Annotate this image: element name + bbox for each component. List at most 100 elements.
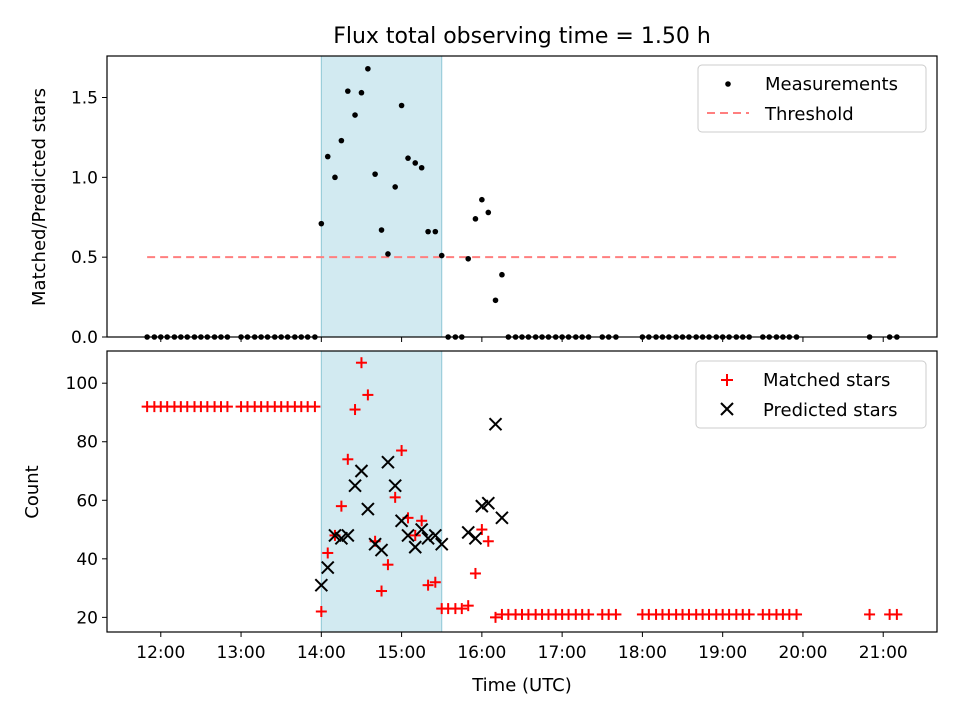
x-tick-label: 15:00	[377, 643, 426, 663]
matched-star-point	[342, 453, 354, 465]
matched-star-point	[355, 357, 367, 369]
bottom-shaded-span	[320, 351, 443, 632]
predicted-star-point	[348, 478, 362, 493]
predicted-star-stroke-b	[374, 543, 389, 557]
top-y-axis-label: Matched/Predicted stars	[29, 88, 50, 306]
predicted-stars-layer	[314, 417, 509, 592]
predicted-star-stroke-b	[468, 531, 483, 546]
bottom-legend: Matched stars Predicted stars	[695, 360, 927, 429]
x-tick-label: 13:00	[217, 643, 266, 663]
measurement-point	[385, 251, 391, 257]
top-x-axis-ticks	[160, 337, 884, 342]
matched-star-point	[482, 535, 494, 547]
top-y-axis-ticks: 0.0 0.5 1.0 1.5	[71, 89, 107, 348]
matched-star-point	[864, 608, 876, 620]
predicted-star-point	[435, 537, 449, 551]
predicted-star-stroke-b	[388, 478, 402, 493]
measurement-point	[324, 153, 331, 160]
matched-star-point	[376, 585, 388, 597]
matched-star-point	[389, 491, 401, 503]
legend-measurements-label: Measurements	[765, 74, 898, 95]
x-tick-label: 18:00	[618, 643, 667, 663]
bottom-y-axis-label: Count	[22, 465, 43, 518]
measurement-point	[398, 102, 405, 109]
legend-matched-label: Matched stars	[763, 370, 890, 391]
observing-window-span	[321, 56, 442, 337]
predicted-star-stroke-b	[328, 528, 342, 543]
matched-star-point	[221, 401, 233, 413]
measurement-point	[412, 160, 419, 166]
measurement-point	[318, 220, 325, 227]
matched-star-point	[315, 606, 327, 618]
chart-title: Flux total observing time = 1.50 h	[333, 24, 711, 49]
predicted-star-point	[414, 522, 429, 537]
predicted-star-stroke-b	[354, 464, 369, 478]
top-y-tick-label: 1.5	[71, 89, 98, 109]
top-panel: 0.0 0.5 1.0 1.5 Matched/Predicted stars Mea…	[29, 55, 938, 348]
measurement-point	[352, 112, 358, 118]
bottom-axes-frame	[106, 350, 938, 633]
predicted-star-point	[354, 464, 369, 478]
predicted-star-point	[488, 417, 503, 431]
measurement-point	[499, 271, 505, 278]
matched-star-point	[496, 608, 508, 620]
measurement-point	[438, 252, 445, 259]
bottom-y-tick-label: 40	[76, 550, 98, 570]
bottom-y-tick-label: 60	[76, 491, 98, 511]
predicted-star-stroke-b	[368, 537, 382, 551]
predicted-star-stroke-b	[495, 511, 509, 525]
matched-star-point	[469, 567, 481, 579]
matched-star-point	[610, 608, 622, 620]
predicted-star-point	[468, 531, 483, 546]
predicted-star-stroke-b	[348, 478, 362, 493]
top-y-tick-label: 1.0	[71, 168, 98, 188]
predicted-star-stroke-b	[381, 455, 395, 469]
matched-star-point	[791, 608, 803, 620]
predicted-star-stroke-b	[435, 537, 449, 551]
predicted-star-stroke-b	[401, 528, 415, 543]
measurement-point	[332, 174, 338, 181]
matched-star-point	[382, 559, 394, 571]
matched-star-point	[396, 445, 408, 457]
predicted-star-stroke-b	[488, 417, 503, 431]
top-axes-frame	[106, 55, 938, 338]
measurement-point	[338, 137, 345, 144]
predicted-star-stroke-b	[394, 514, 409, 528]
top-legend: Measurements Threshold	[697, 64, 927, 133]
predicted-star-point	[341, 528, 355, 543]
matched-star-point	[490, 611, 502, 623]
top-y-tick-label: 0.0	[71, 328, 98, 348]
measurement-point	[405, 155, 411, 161]
x-tick-label: 16:00	[457, 643, 506, 663]
measurement-point	[418, 164, 425, 171]
predicted-star-stroke-b	[421, 531, 435, 546]
predicted-star-stroke-b	[361, 502, 375, 516]
matched-star-point	[583, 608, 595, 620]
x-tick-label: 20:00	[778, 643, 827, 663]
legend-matched-marker	[721, 374, 733, 386]
measurement-point	[345, 88, 351, 94]
predicted-star-point	[495, 511, 509, 525]
measurement-point	[365, 65, 371, 72]
matched-stars-layer	[141, 357, 903, 623]
x-tick-label: 19:00	[698, 643, 747, 663]
measurement-point	[472, 216, 479, 222]
legend-predicted-marker	[720, 402, 734, 416]
matched-star-point	[335, 500, 347, 512]
predicted-star-point	[428, 528, 443, 543]
predicted-star-point	[388, 478, 402, 493]
matched-star-point	[456, 603, 468, 615]
matched-star-point	[462, 600, 474, 612]
predicted-star-stroke-b	[408, 540, 422, 554]
predicted-star-stroke-b	[321, 560, 335, 575]
predicted-star-stroke-b	[428, 528, 443, 543]
matched-star-point	[743, 608, 755, 620]
predicted-star-point	[374, 543, 389, 557]
legend-measurements-marker	[725, 81, 731, 87]
matched-star-point	[429, 576, 441, 588]
predicted-star-stroke-b	[461, 525, 475, 540]
top-legend-frame	[697, 64, 927, 133]
predicted-star-point	[421, 531, 435, 546]
bottom-y-tick-label: 100	[66, 374, 98, 394]
